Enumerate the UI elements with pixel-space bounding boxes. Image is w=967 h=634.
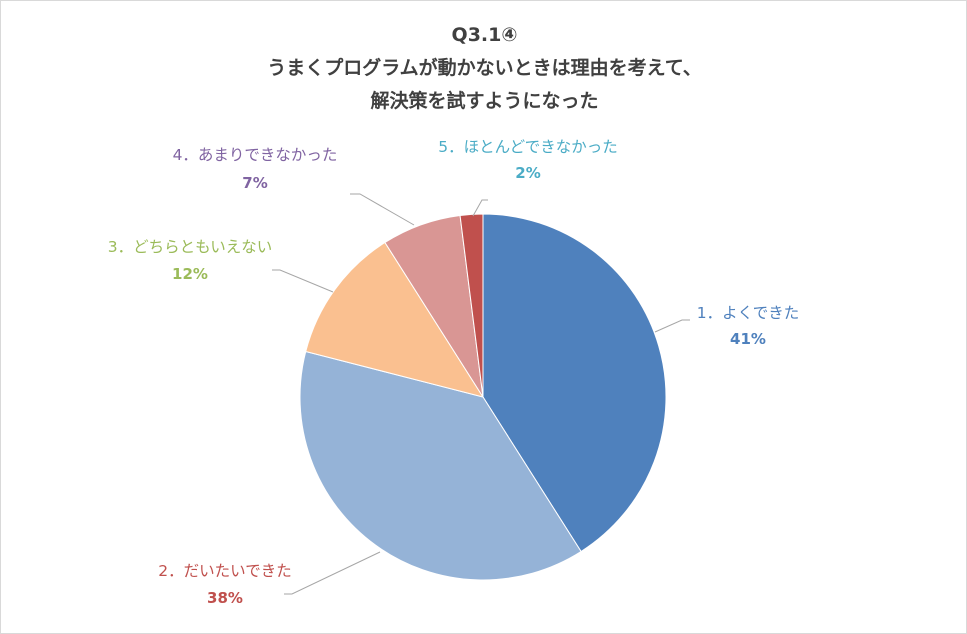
category-label-4: 4．あまりできなかった <box>173 146 338 164</box>
value-label-5: 2% <box>515 164 540 182</box>
pie-slice-2 <box>299 350 582 581</box>
leader-line-3 <box>272 269 334 293</box>
chart-title-line-3: 解決策を試すようになった <box>370 90 599 112</box>
pie-slice-5 <box>459 213 484 398</box>
value-label-2: 38% <box>207 589 243 607</box>
chart-title-line-2: うまくプログラムが動かないときは理由を考えて、 <box>267 57 702 79</box>
pie-slice-3 <box>305 241 485 398</box>
leader-line-2 <box>284 551 381 595</box>
leader-line-1 <box>654 319 690 333</box>
category-label-2: 2．だいたいできた <box>158 562 291 580</box>
category-label-1: 1．よくできた <box>697 304 799 322</box>
pie-slice-1 <box>482 213 667 553</box>
value-label-1: 41% <box>730 330 766 348</box>
value-label-3: 12% <box>172 265 208 283</box>
leader-line-5 <box>472 199 488 217</box>
category-label-3: 3．どちらともいえない <box>108 238 273 256</box>
chart-title-line-1: Q3.1④ <box>451 24 518 46</box>
category-label-5: 5．ほとんどできなかった <box>438 138 618 156</box>
value-label-4: 7% <box>242 174 267 192</box>
leader-line-4 <box>350 193 415 226</box>
